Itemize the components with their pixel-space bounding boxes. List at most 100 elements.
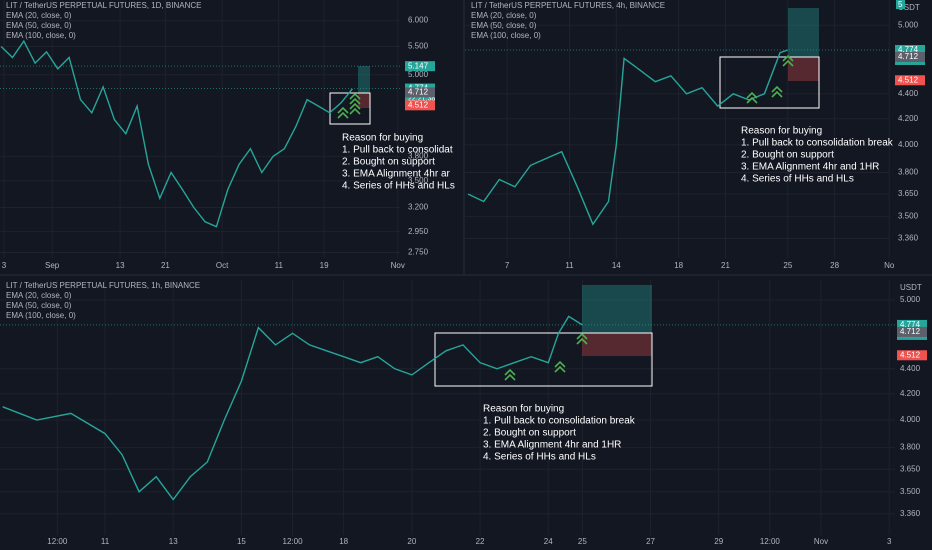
x-tick-label: 11 [565, 261, 574, 270]
indicator-legend: EMA (100, close, 0) [471, 31, 541, 40]
price-line [2, 315, 583, 501]
x-tick-label: 20 [407, 537, 416, 546]
x-tick-label: Oct [216, 261, 229, 270]
buy-chevron [746, 96, 758, 104]
x-tick-label: 13 [169, 537, 178, 546]
x-tick-label: 15 [237, 537, 246, 546]
price-tag [895, 51, 925, 62]
indicator-legend: EMA (100, close, 0) [6, 31, 76, 40]
x-tick-label: Nov [391, 261, 405, 270]
buy-chevron [337, 111, 349, 119]
stop-zone [358, 93, 370, 108]
currency-unit: USDT [900, 283, 922, 292]
annotation: 1. Pull back to consolidation break [741, 138, 894, 149]
price-tag [405, 100, 435, 111]
x-tick-label: 3 [2, 261, 7, 270]
y-tick-label: 3.500 [408, 176, 429, 185]
x-tick-label: 28 [830, 261, 839, 270]
buy-chevron [782, 59, 794, 67]
y-tick-label: 5.000 [898, 20, 919, 29]
x-tick-label: 11 [275, 261, 284, 270]
indicator-legend: EMA (50, close, 0) [6, 21, 72, 30]
y-tick-label: 3.360 [900, 509, 921, 518]
price-tag-label: 4.712 [898, 52, 919, 61]
x-tick-label: Nov [814, 537, 828, 546]
x-tick-label: 22 [476, 537, 485, 546]
y-tick-label: 3.650 [898, 189, 919, 198]
y-tick-label: 6.000 [408, 16, 429, 25]
x-tick-label: 25 [783, 261, 792, 270]
price-tag-label: 4.512 [898, 75, 919, 84]
x-tick-label: 21 [721, 261, 730, 270]
annotation: 4. Series of HHs and HLs [483, 452, 596, 463]
plot-area [0, 0, 400, 258]
price-tag-label: 4.512 [900, 350, 921, 359]
x-tick-label: No [884, 261, 895, 270]
buy-chevron [554, 360, 566, 368]
y-tick-label: 3.500 [900, 487, 921, 496]
chart-title: LIT / TetherUS PERPETUAL FUTURES, 1h, BI… [6, 281, 200, 290]
indicator-legend: EMA (20, close, 0) [471, 11, 537, 20]
plot-area [0, 280, 895, 535]
indicator-legend: EMA (20, close, 0) [6, 11, 72, 20]
x-tick-label: 27 [646, 537, 655, 546]
buy-chevron [504, 373, 516, 381]
price-tag-label: 4.712 [408, 88, 429, 97]
consolidation-box [434, 332, 653, 387]
x-tick-label: 11 [101, 537, 110, 546]
y-tick-label: 4.000 [898, 140, 919, 149]
annotation: 3. EMA Alignment 4hr and 1HR [741, 162, 879, 173]
y-tick-label: 3.650 [900, 464, 921, 473]
y-tick-label: 2.750 [408, 248, 429, 257]
x-tick-label: 18 [339, 537, 348, 546]
price-tag [405, 87, 435, 98]
y-tick-label: 5.000 [900, 295, 921, 304]
consolidation-box [719, 56, 820, 109]
annotation: 2. Bought on support [342, 157, 435, 168]
y-tick-label: 4.200 [900, 389, 921, 398]
buy-chevron [746, 91, 758, 99]
x-tick-label: 25 [578, 537, 587, 546]
annotation: 1. Pull back to consolidat [342, 145, 453, 156]
y-tick-label: 4.000 [900, 415, 921, 424]
buy-chevron [349, 92, 361, 100]
indicator-legend: EMA (100, close, 0) [6, 311, 76, 320]
currency-unit: USDT [898, 3, 920, 12]
y-tick-label: 3.800 [408, 151, 429, 160]
price-tag [405, 61, 435, 72]
target-zone [582, 285, 652, 333]
buy-chevron [504, 368, 516, 376]
x-tick-label: 12:00 [760, 537, 781, 546]
y-tick-label: 3.200 [408, 203, 429, 212]
countdown: 22:21:38 [408, 95, 435, 102]
buy-chevron [349, 97, 361, 105]
x-tick-label: 13 [116, 261, 125, 270]
price-line [0, 39, 353, 228]
consolidation-box [329, 92, 371, 125]
price-tag-label: 4.512 [408, 100, 429, 109]
x-tick-label: 12:00 [283, 537, 304, 546]
badge [896, 0, 905, 9]
buy-chevron [554, 365, 566, 373]
y-tick-label: 5.500 [408, 42, 429, 51]
y-tick-label: 3.360 [898, 234, 919, 243]
buy-chevron [349, 107, 361, 115]
indicator-legend: EMA (20, close, 0) [6, 291, 72, 300]
price-line [467, 49, 789, 226]
annotation: 3. EMA Alignment 4hr ar [342, 169, 451, 180]
buy-chevron [337, 106, 349, 114]
x-tick-label: 3 [887, 537, 892, 546]
price-tag [897, 326, 927, 337]
x-tick-label: 14 [612, 261, 621, 270]
y-tick-label: 5.000 [408, 70, 429, 79]
price-tag-label: 4.774 [900, 320, 921, 329]
buy-chevron [576, 337, 588, 345]
x-tick-label: 21 [161, 261, 170, 270]
stop-zone [582, 333, 652, 356]
buy-chevron [771, 85, 783, 93]
x-tick-label: Sep [45, 261, 60, 270]
annotation: Reason for buying [342, 133, 423, 144]
y-tick-label: 3.800 [900, 443, 921, 452]
price-tag-label: 4.774 [898, 45, 919, 54]
annotation: 4. Series of HHs and HLs [342, 181, 455, 192]
